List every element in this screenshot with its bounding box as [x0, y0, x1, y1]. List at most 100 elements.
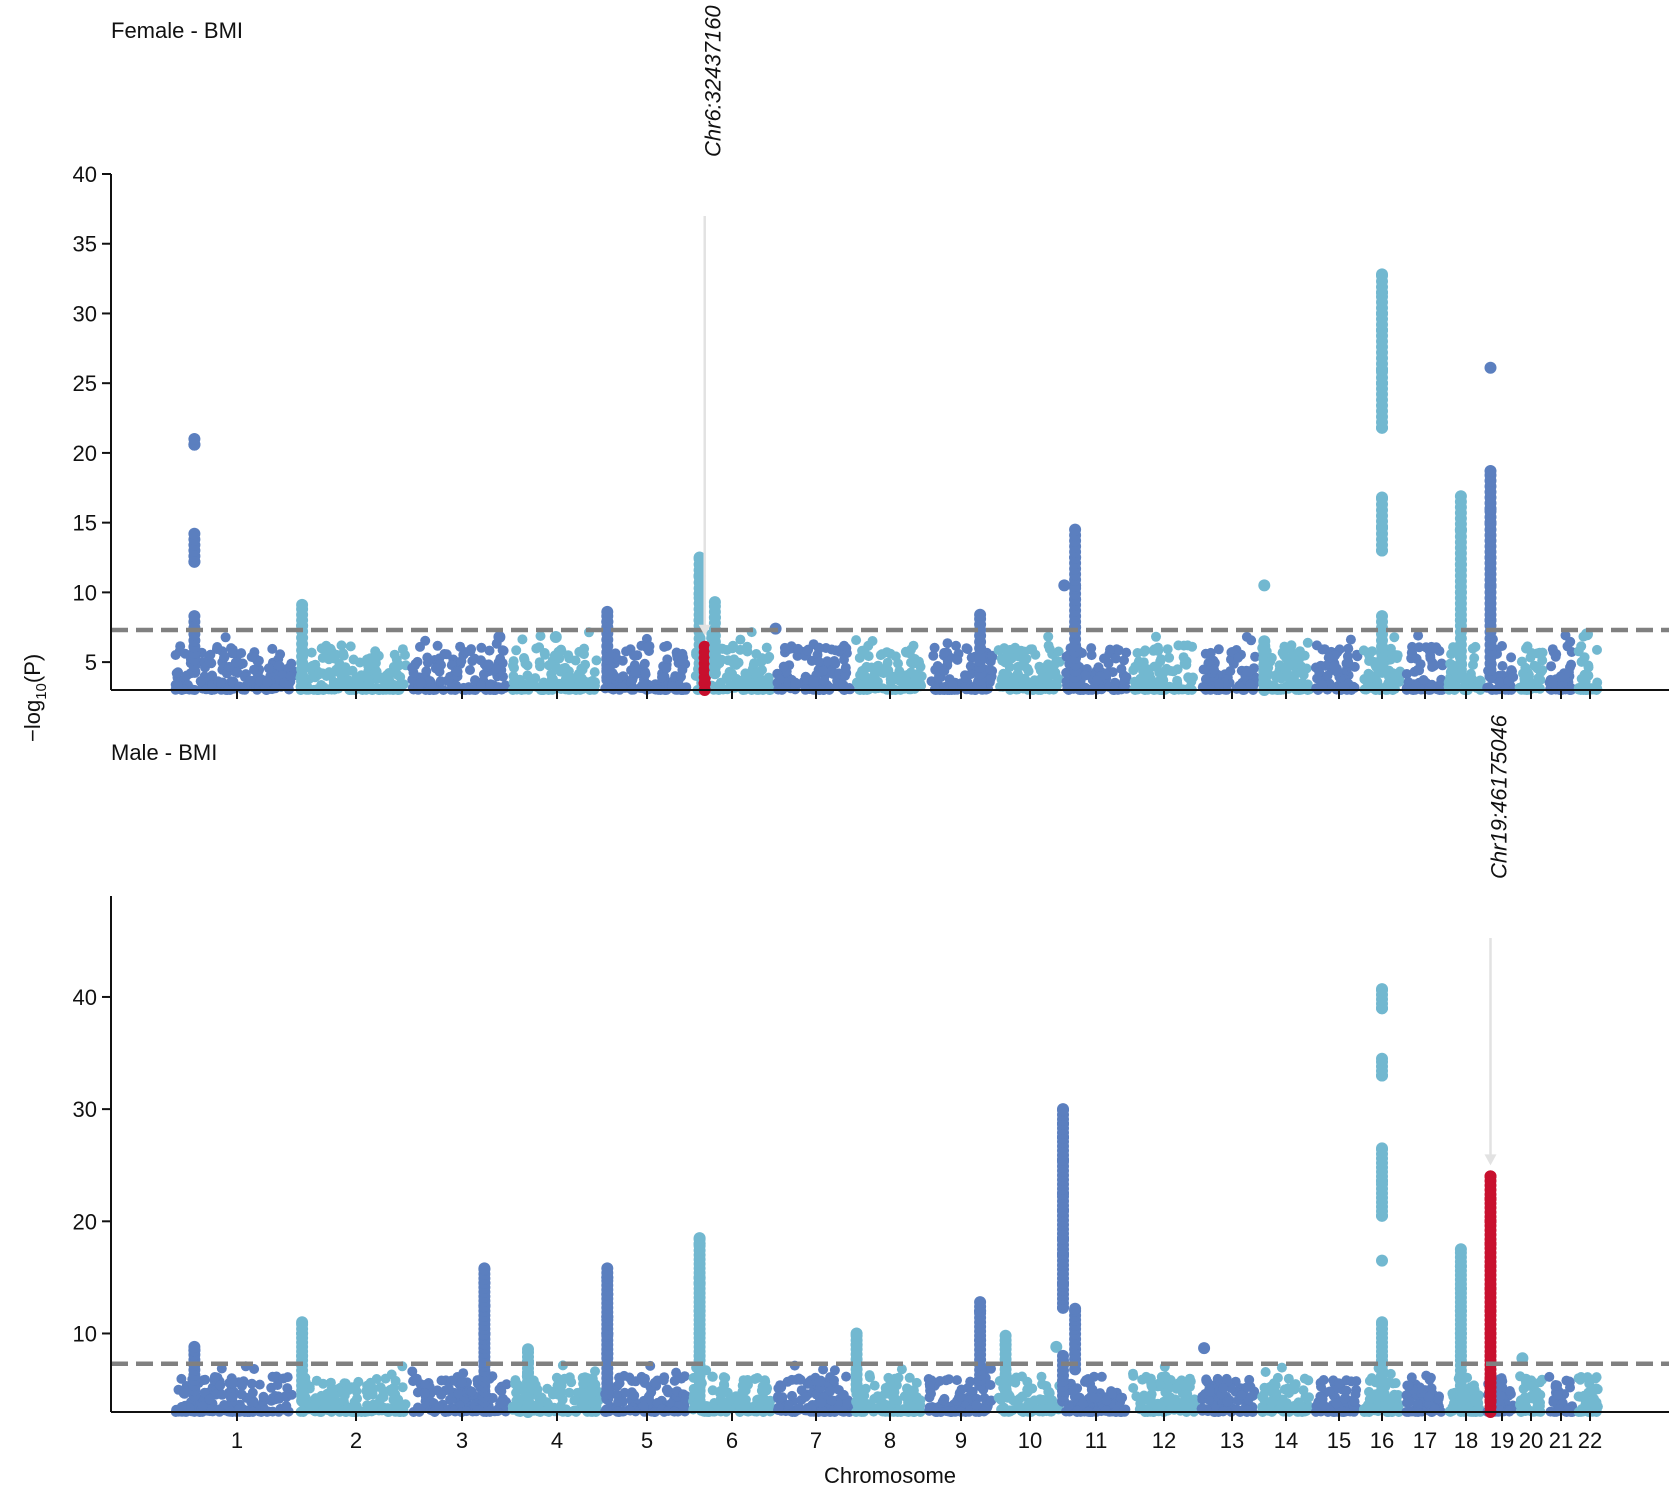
snp-point — [735, 1405, 746, 1416]
peak-snp-point — [1050, 1340, 1063, 1353]
snp-point — [1520, 662, 1531, 673]
snp-point — [1043, 631, 1054, 642]
peak-snp-point — [1058, 579, 1071, 592]
snp-point — [311, 1375, 322, 1386]
peak-snp-point — [708, 596, 721, 609]
snp-point — [392, 680, 403, 691]
snp-point — [1522, 641, 1533, 652]
snp-point — [641, 642, 652, 653]
x-tick-label: 19 — [1490, 1428, 1514, 1453]
snp-point — [1012, 1402, 1023, 1413]
snp-point — [1181, 659, 1192, 670]
snp-point — [1276, 1362, 1287, 1373]
snp-point — [394, 1397, 405, 1408]
snp-point — [800, 671, 811, 682]
snp-point — [275, 649, 286, 660]
snp-point — [859, 670, 870, 681]
y-tick-label: 5 — [85, 650, 97, 675]
snp-point — [885, 1380, 896, 1391]
snp-point — [442, 675, 453, 686]
snp-point — [1133, 656, 1144, 667]
snp-point — [1347, 1405, 1358, 1416]
snp-point — [1244, 1374, 1255, 1385]
snp-point — [316, 680, 327, 690]
snp-point — [497, 645, 508, 656]
peak-snp-point — [1484, 361, 1497, 374]
snp-point — [431, 663, 442, 674]
peak-snp-point — [296, 598, 309, 611]
snp-point — [1345, 634, 1356, 645]
peak-snp-point — [1484, 465, 1497, 477]
snp-point — [588, 1396, 599, 1407]
snp-point — [1302, 679, 1313, 690]
snp-point — [901, 679, 911, 690]
peak-snp-point — [188, 433, 201, 445]
snp-point — [790, 677, 801, 688]
snp-point — [1162, 644, 1173, 655]
peak-snp-point — [1069, 523, 1082, 536]
snp-point — [391, 661, 402, 672]
snp-point — [262, 677, 273, 688]
snp-point — [1284, 672, 1294, 683]
snp-point — [387, 1387, 398, 1398]
snp-point — [816, 1397, 827, 1408]
snp-point — [1021, 653, 1032, 664]
snp-point — [786, 1374, 797, 1385]
snp-point — [749, 658, 760, 669]
snp-point — [215, 1380, 226, 1391]
peak-snp-point — [693, 1232, 706, 1245]
snp-point — [452, 666, 463, 677]
snp-point — [993, 645, 1004, 656]
snp-point — [1497, 1382, 1508, 1392]
snp-point — [254, 1379, 265, 1390]
snp-point — [1250, 651, 1261, 662]
snp-point — [707, 1371, 718, 1382]
snp-point — [434, 1401, 445, 1412]
snp-point — [943, 1374, 954, 1385]
snp-point — [478, 669, 489, 680]
peak-snp-point — [549, 631, 562, 643]
snp-point — [1426, 1383, 1437, 1394]
snp-point — [1164, 652, 1175, 663]
y-tick-label: 20 — [73, 441, 97, 466]
snp-point — [378, 1386, 389, 1396]
snp-point — [380, 1373, 391, 1384]
snp-point — [1367, 1374, 1378, 1385]
snp-point — [929, 642, 940, 653]
snp-point — [1529, 660, 1540, 671]
snp-point — [939, 1393, 950, 1404]
y-tick-label: 25 — [73, 371, 97, 396]
snp-point — [1233, 652, 1243, 663]
snp-point — [564, 653, 575, 664]
snp-point — [1160, 1371, 1171, 1382]
snp-point — [197, 1401, 208, 1412]
male-panel-title: Male - BMI — [111, 740, 217, 765]
snp-point — [551, 1372, 562, 1383]
snp-point — [1045, 680, 1056, 690]
snp-point — [548, 674, 558, 685]
snp-point — [1428, 643, 1439, 654]
snp-point — [1086, 643, 1097, 654]
snp-point — [1128, 1383, 1139, 1393]
snp-point — [1283, 1373, 1294, 1384]
snp-point — [407, 662, 418, 673]
snp-point — [1017, 1391, 1028, 1402]
peak-snp-point — [522, 1343, 534, 1356]
snp-point — [986, 1395, 997, 1406]
snp-point — [1017, 674, 1028, 685]
snp-point — [1475, 676, 1486, 687]
snp-point — [1401, 669, 1412, 679]
snp-point — [819, 675, 830, 686]
snp-point — [272, 1380, 283, 1390]
snp-point — [1145, 1392, 1156, 1403]
snp-point — [170, 650, 181, 660]
snp-point — [894, 667, 905, 678]
peak-snp-point — [601, 1262, 614, 1275]
x-tick-label: 3 — [456, 1428, 468, 1453]
snp-point — [1205, 647, 1216, 658]
x-tick-label: 18 — [1454, 1428, 1478, 1453]
peak-snp-point — [1376, 491, 1388, 504]
snp-point — [320, 1398, 331, 1409]
snp-point — [779, 642, 790, 653]
